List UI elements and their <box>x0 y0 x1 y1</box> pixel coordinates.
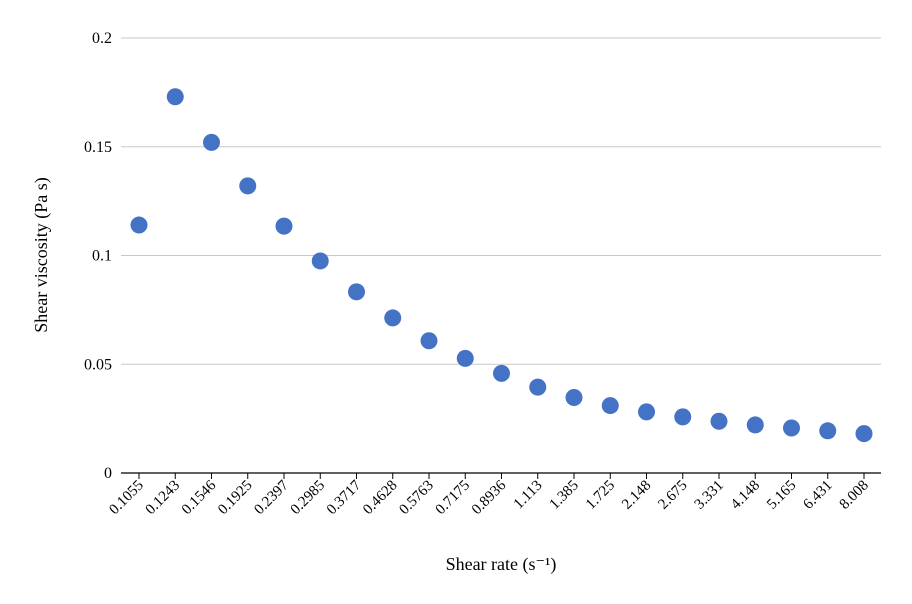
x-tick-label: 0.7175 <box>433 478 473 518</box>
data-point <box>384 309 402 327</box>
data-point <box>203 133 220 151</box>
data-point <box>529 378 547 396</box>
y-axis-title: Shear viscosity (Pa s) <box>31 177 52 332</box>
data-point <box>819 422 837 440</box>
x-tick-label: 0.8936 <box>469 477 510 518</box>
data-point <box>275 217 293 235</box>
y-tick-label: 0 <box>104 465 112 482</box>
x-tick-label: 0.1546 <box>179 477 220 518</box>
data-point <box>420 332 438 350</box>
y-tick-labels: 0 0.05 0.1 0.15 0.2 <box>84 30 112 482</box>
data-points <box>130 88 873 443</box>
data-point <box>311 252 329 270</box>
x-tick-label: 0.1243 <box>143 478 183 518</box>
x-tick-label: 3.331 <box>692 478 727 513</box>
x-tick-label: 5.165 <box>764 478 799 513</box>
x-tick-label: 1.113 <box>511 478 546 513</box>
x-tick-label: 0.3717 <box>324 477 365 518</box>
data-point <box>565 389 583 407</box>
y-tick-label: 0.1 <box>92 248 112 265</box>
x-tick-label: 0.1055 <box>106 478 146 518</box>
x-tick-label: 0.1925 <box>215 478 255 518</box>
data-point <box>746 416 764 434</box>
x-tick-label: 0.2985 <box>288 478 328 518</box>
data-point <box>601 397 619 415</box>
axes <box>121 472 881 479</box>
data-point <box>493 364 510 382</box>
y-tick-label: 0.2 <box>92 30 112 47</box>
x-tick-label: 1.385 <box>547 478 582 513</box>
data-point <box>638 403 655 421</box>
data-point <box>456 349 474 367</box>
data-point <box>674 408 692 426</box>
gridlines <box>121 37 881 365</box>
x-tick-label: 0.2397 <box>251 477 292 518</box>
data-point <box>239 177 257 195</box>
data-point <box>855 425 873 443</box>
x-tick-label: 0.4628 <box>360 478 400 518</box>
x-tick-label: 6.431 <box>800 478 835 513</box>
x-tick-label: 2.675 <box>655 478 690 513</box>
data-point <box>710 412 728 430</box>
y-tick-label: 0.15 <box>84 139 112 156</box>
data-point <box>783 419 800 437</box>
x-tick-label: 2.148 <box>619 478 654 513</box>
y-tick-label: 0.05 <box>84 356 112 373</box>
data-point <box>348 283 365 301</box>
x-tick-label: 0.5763 <box>396 478 436 518</box>
data-point <box>130 216 148 234</box>
x-tick-label: 4.148 <box>728 478 763 513</box>
x-axis-title: Shear rate (s⁻¹) <box>446 554 557 575</box>
x-tick-label: 8.008 <box>837 478 872 513</box>
x-tick-labels: 0.10550.12430.15460.19250.23970.29850.37… <box>106 477 871 518</box>
x-tick-label: 1.725 <box>583 478 618 513</box>
data-point <box>166 88 184 106</box>
